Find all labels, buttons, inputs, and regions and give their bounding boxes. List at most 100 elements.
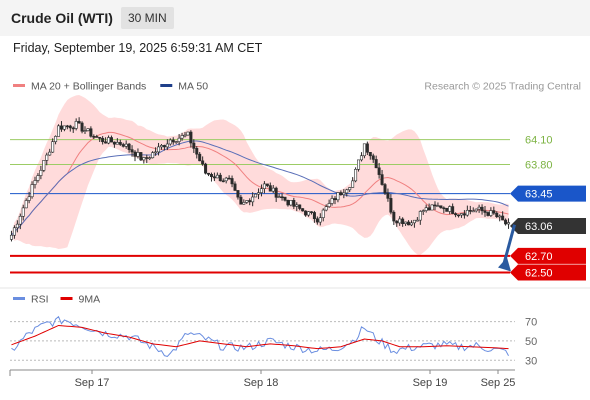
candle-body [457,214,461,217]
legend-label-1: MA 50 [178,81,208,93]
candle-body [157,146,161,153]
candle-body [280,196,284,199]
candle-body [442,207,446,210]
support-tag-62.50 [510,264,586,281]
candle-body [254,193,258,198]
candle-body [154,151,158,154]
support-tag-62.70 [510,247,586,264]
candle-body [489,210,493,216]
candle-body [507,222,511,225]
rsi-legend-swatch-1 [60,297,73,300]
candle-body [448,206,452,212]
pivot-tag [510,185,586,202]
candle-body [45,154,49,161]
legend-swatch-0 [13,84,25,87]
candle-body [130,149,134,153]
candle-body [480,206,484,212]
candle-body [392,211,396,222]
candle-body [283,196,287,201]
pivot-label: 63.45 [525,189,553,201]
candle-body [51,141,55,153]
candle-body [465,210,469,216]
candle-body [145,157,149,159]
price-levels: 64.10 63.80 63.45 63.06 62.70 62.50 [10,135,586,281]
candle-body [74,121,78,129]
candle-body [421,210,425,212]
candle-body [268,185,272,192]
candle-body [307,211,311,216]
candle-body [165,143,169,148]
ma50-line [11,140,509,236]
candle-body [309,211,313,213]
rsi-tick-50: 50 [525,336,537,348]
candle-body [259,188,263,193]
candle-body [221,180,225,183]
candle-body [109,137,113,143]
timeframe-badge[interactable]: 30 MIN [121,7,174,29]
candle-body [348,187,352,191]
candle-body [92,136,96,138]
candle-body [18,215,22,225]
candle-body [359,155,363,161]
candle-body [274,187,278,198]
candle-body [162,145,166,148]
candle-body [386,192,390,199]
candle-body [409,222,413,226]
candle-body [12,227,16,236]
candle-body [36,175,40,181]
candle-body [186,131,190,136]
resistance-label-64.10: 64.10 [525,135,553,147]
candle-body [71,127,75,130]
candle-body [136,152,140,157]
candle-body [430,204,434,211]
candle-body [368,151,372,157]
candle-body [174,141,178,143]
candle-body [112,141,116,145]
rsi-line [11,315,509,358]
candle-body [101,138,105,143]
rsi-legend-swatch-0 [13,297,25,300]
rsi-tick-70: 70 [525,317,537,329]
support-label-62.50: 62.50 [525,268,553,280]
x-tick-label: Sep 19 [413,377,448,389]
candle-body [209,174,213,177]
rsi-panel: RSI 9MA 70 50 30 [0,287,590,367]
candle-body [439,205,443,209]
candle-body [286,199,290,206]
candle-body [298,204,302,209]
instrument-title: Crude Oil (WTI) [11,10,113,26]
projection-arrow-shaft [502,224,516,264]
candle-body [315,218,319,223]
candle-body [301,208,305,212]
candle-body [42,160,46,171]
candle-body [39,169,43,176]
candle-body [218,174,222,182]
timestamp: Friday, September 19, 2025 6:59:31 AM CE… [13,41,263,55]
candle-body [9,234,13,240]
candle-body [312,212,316,220]
candle-body [383,184,387,194]
candle-body [345,189,349,194]
candle-body [289,200,293,206]
candle-body [495,212,499,218]
candle-body [336,192,340,201]
candle-body [195,148,199,155]
candle-body [124,143,128,147]
candle-body [342,192,346,195]
candle-body [180,135,184,139]
candle-body [183,134,187,137]
rsi-legend-label-0: RSI [31,294,49,306]
candle-body [362,143,366,157]
candle-body [318,217,322,223]
watermark: Research © 2025 Trading Central [424,81,581,93]
candle-body [80,122,84,132]
candle-body [339,192,343,195]
candle-body [395,220,399,224]
candle-body [227,177,231,180]
legend-label-0: MA 20 + Bollinger Bands [31,81,146,93]
x-tick-label: Sep 25 [481,377,516,389]
candle-body [327,203,331,207]
candle-body [192,142,196,149]
candle-body [230,178,234,185]
